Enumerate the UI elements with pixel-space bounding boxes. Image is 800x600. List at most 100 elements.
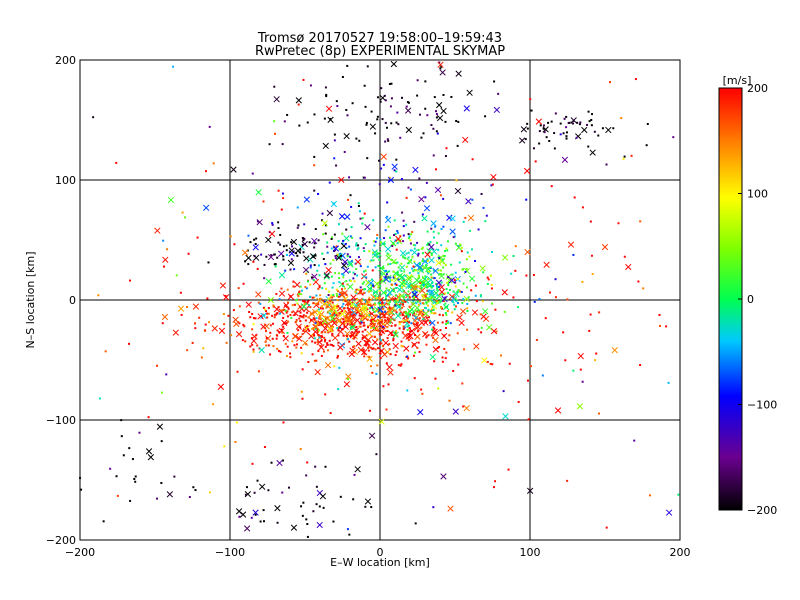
scatter-dot-marker — [245, 486, 248, 489]
scatter-dot-marker — [591, 113, 594, 116]
scatter-x-marker — [605, 126, 612, 134]
scatter-dot-marker — [346, 255, 349, 258]
colorbar-tick-label: 0 — [747, 293, 754, 306]
scatter-dot-marker — [426, 230, 429, 233]
scatter-dot-marker — [428, 270, 431, 273]
scatter-dot-marker — [464, 270, 467, 273]
scatter-x-marker — [372, 288, 379, 296]
scatter-dot-marker — [565, 131, 568, 134]
scatter-dot-marker — [324, 316, 327, 319]
scatter-dot-marker — [389, 276, 392, 279]
scatter-dot-marker — [394, 297, 397, 300]
scatter-dot-marker — [341, 242, 344, 245]
scatter-dot-marker — [363, 249, 366, 252]
scatter-dot-marker — [304, 315, 307, 318]
scatter-dot-marker — [227, 314, 230, 317]
scatter-dot-marker — [187, 252, 190, 255]
scatter-x-marker — [486, 324, 493, 331]
scatter-dot-marker — [395, 261, 398, 264]
scatter-dot-marker — [326, 305, 329, 308]
scatter-x-marker — [342, 267, 350, 274]
scatter-x-marker — [354, 317, 361, 324]
scatter-dot-marker — [352, 307, 355, 310]
scatter-dot-marker — [381, 305, 384, 308]
scatter-x-marker — [423, 205, 431, 212]
scatter-dot-marker — [306, 280, 309, 283]
scatter-x-marker — [468, 275, 476, 282]
scatter-dot-marker — [352, 314, 355, 317]
scatter-dot-marker — [314, 322, 317, 325]
scatter-dot-marker — [388, 270, 391, 273]
scatter-dot-marker — [382, 163, 385, 166]
scatter-x-marker — [241, 249, 249, 256]
scatter-dot-marker — [306, 325, 309, 328]
scatter-dot-marker — [358, 314, 361, 317]
scatter-x-marker — [353, 306, 360, 313]
scatter-x-marker — [315, 320, 322, 327]
scatter-dot-marker — [251, 462, 254, 465]
scatter-dot-marker — [327, 297, 330, 300]
scatter-dot-marker — [347, 338, 350, 341]
scatter-dot-marker — [380, 333, 383, 336]
scatter-x-marker — [166, 491, 174, 498]
scatter-dot-marker — [375, 314, 378, 317]
scatter-dot-marker — [337, 295, 340, 298]
scatter-dot-marker — [276, 329, 279, 332]
scatter-dot-marker — [565, 126, 568, 129]
scatter-x-marker — [349, 347, 356, 354]
scatter-dot-marker — [389, 105, 392, 108]
scatter-x-marker — [419, 287, 426, 294]
scatter-dot-marker — [392, 307, 395, 310]
scatter-dot-marker — [362, 247, 365, 250]
scatter-x-marker — [411, 249, 418, 256]
scatter-dot-marker — [665, 325, 668, 328]
scatter-x-marker — [576, 403, 583, 410]
scatter-x-marker — [493, 106, 500, 114]
scatter-dot-marker — [401, 211, 404, 214]
scatter-dot-marker — [249, 345, 252, 348]
scatter-dot-marker — [355, 268, 358, 271]
scatter-dot-marker — [334, 249, 337, 252]
scatter-dot-marker — [430, 273, 433, 276]
scatter-dot-marker — [286, 305, 289, 308]
scatter-dot-marker — [377, 302, 380, 305]
scatter-dot-marker — [131, 458, 134, 461]
scatter-dot-marker — [363, 84, 366, 87]
scatter-dot-marker — [288, 486, 291, 489]
scatter-dot-marker — [202, 347, 205, 350]
scatter-dot-marker — [409, 276, 412, 279]
scatter-dot-marker — [420, 388, 423, 391]
scatter-dot-marker — [510, 272, 513, 275]
scatter-dot-marker — [479, 294, 482, 297]
scatter-dot-marker — [566, 298, 569, 301]
scatter-dot-marker — [445, 326, 448, 329]
scatter-x-marker — [287, 259, 295, 267]
scatter-dot-marker — [398, 296, 401, 299]
scatter-dot-marker — [360, 321, 363, 324]
scatter-dot-marker — [313, 317, 316, 320]
scatter-dot-marker — [306, 523, 309, 526]
scatter-dot-marker — [156, 364, 159, 367]
scatter-dot-marker — [318, 297, 321, 300]
scatter-dot-marker — [256, 344, 259, 347]
scatter-dot-marker — [419, 268, 422, 271]
scatter-dot-marker — [418, 261, 421, 264]
scatter-dot-marker — [358, 303, 361, 306]
scatter-x-marker — [316, 297, 323, 304]
scatter-dot-marker — [436, 132, 439, 135]
scatter-x-marker — [399, 250, 407, 257]
scatter-dot-marker — [413, 354, 416, 357]
scatter-dot-marker — [92, 116, 95, 119]
scatter-x-marker — [343, 235, 350, 242]
scatter-x-marker — [290, 524, 298, 531]
scatter-dot-marker — [282, 258, 285, 261]
scatter-dot-marker — [286, 354, 289, 357]
scatter-dot-marker — [416, 323, 419, 326]
scatter-dot-marker — [390, 97, 393, 100]
scatter-dot-marker — [314, 228, 317, 231]
scatter-dot-marker — [375, 310, 378, 313]
scatter-dot-marker — [399, 364, 402, 367]
scatter-dot-marker — [418, 317, 421, 320]
scatter-dot-marker — [395, 311, 398, 314]
scatter-dot-marker — [375, 327, 378, 330]
